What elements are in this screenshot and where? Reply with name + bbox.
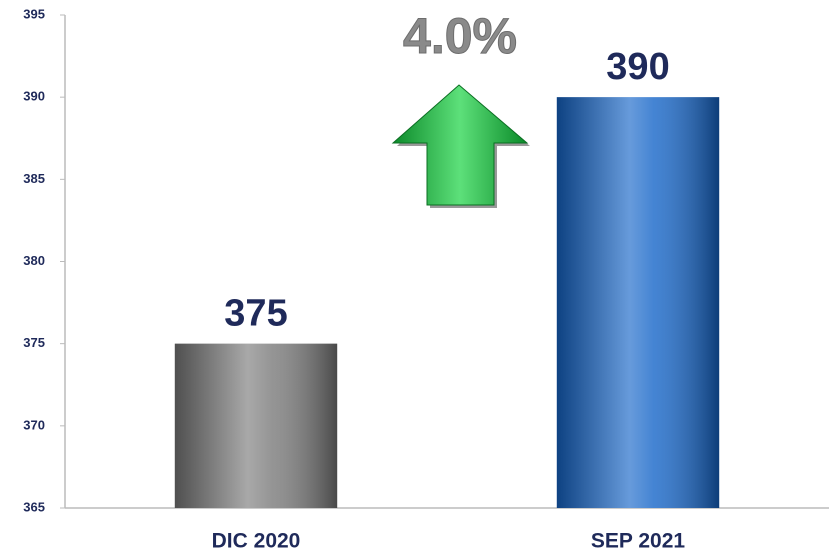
bar-shine xyxy=(174,343,338,508)
y-tick-label: 375 xyxy=(23,335,45,350)
annotation: 4.0% xyxy=(403,8,517,64)
y-tick-label: 380 xyxy=(23,253,45,268)
value-label: 390 xyxy=(606,46,669,88)
y-tick-label: 370 xyxy=(23,417,45,432)
bar-shine xyxy=(556,97,720,509)
y-tick-label: 390 xyxy=(23,89,45,104)
y-tick-label: 395 xyxy=(23,6,45,21)
x-tick-label: DIC 2020 xyxy=(212,530,301,553)
y-tick-label: 365 xyxy=(23,499,45,514)
x-tick-label: SEP 2021 xyxy=(591,530,686,553)
arrow xyxy=(391,84,529,206)
value-label: 375 xyxy=(224,293,287,335)
y-tick-label: 385 xyxy=(23,171,45,186)
